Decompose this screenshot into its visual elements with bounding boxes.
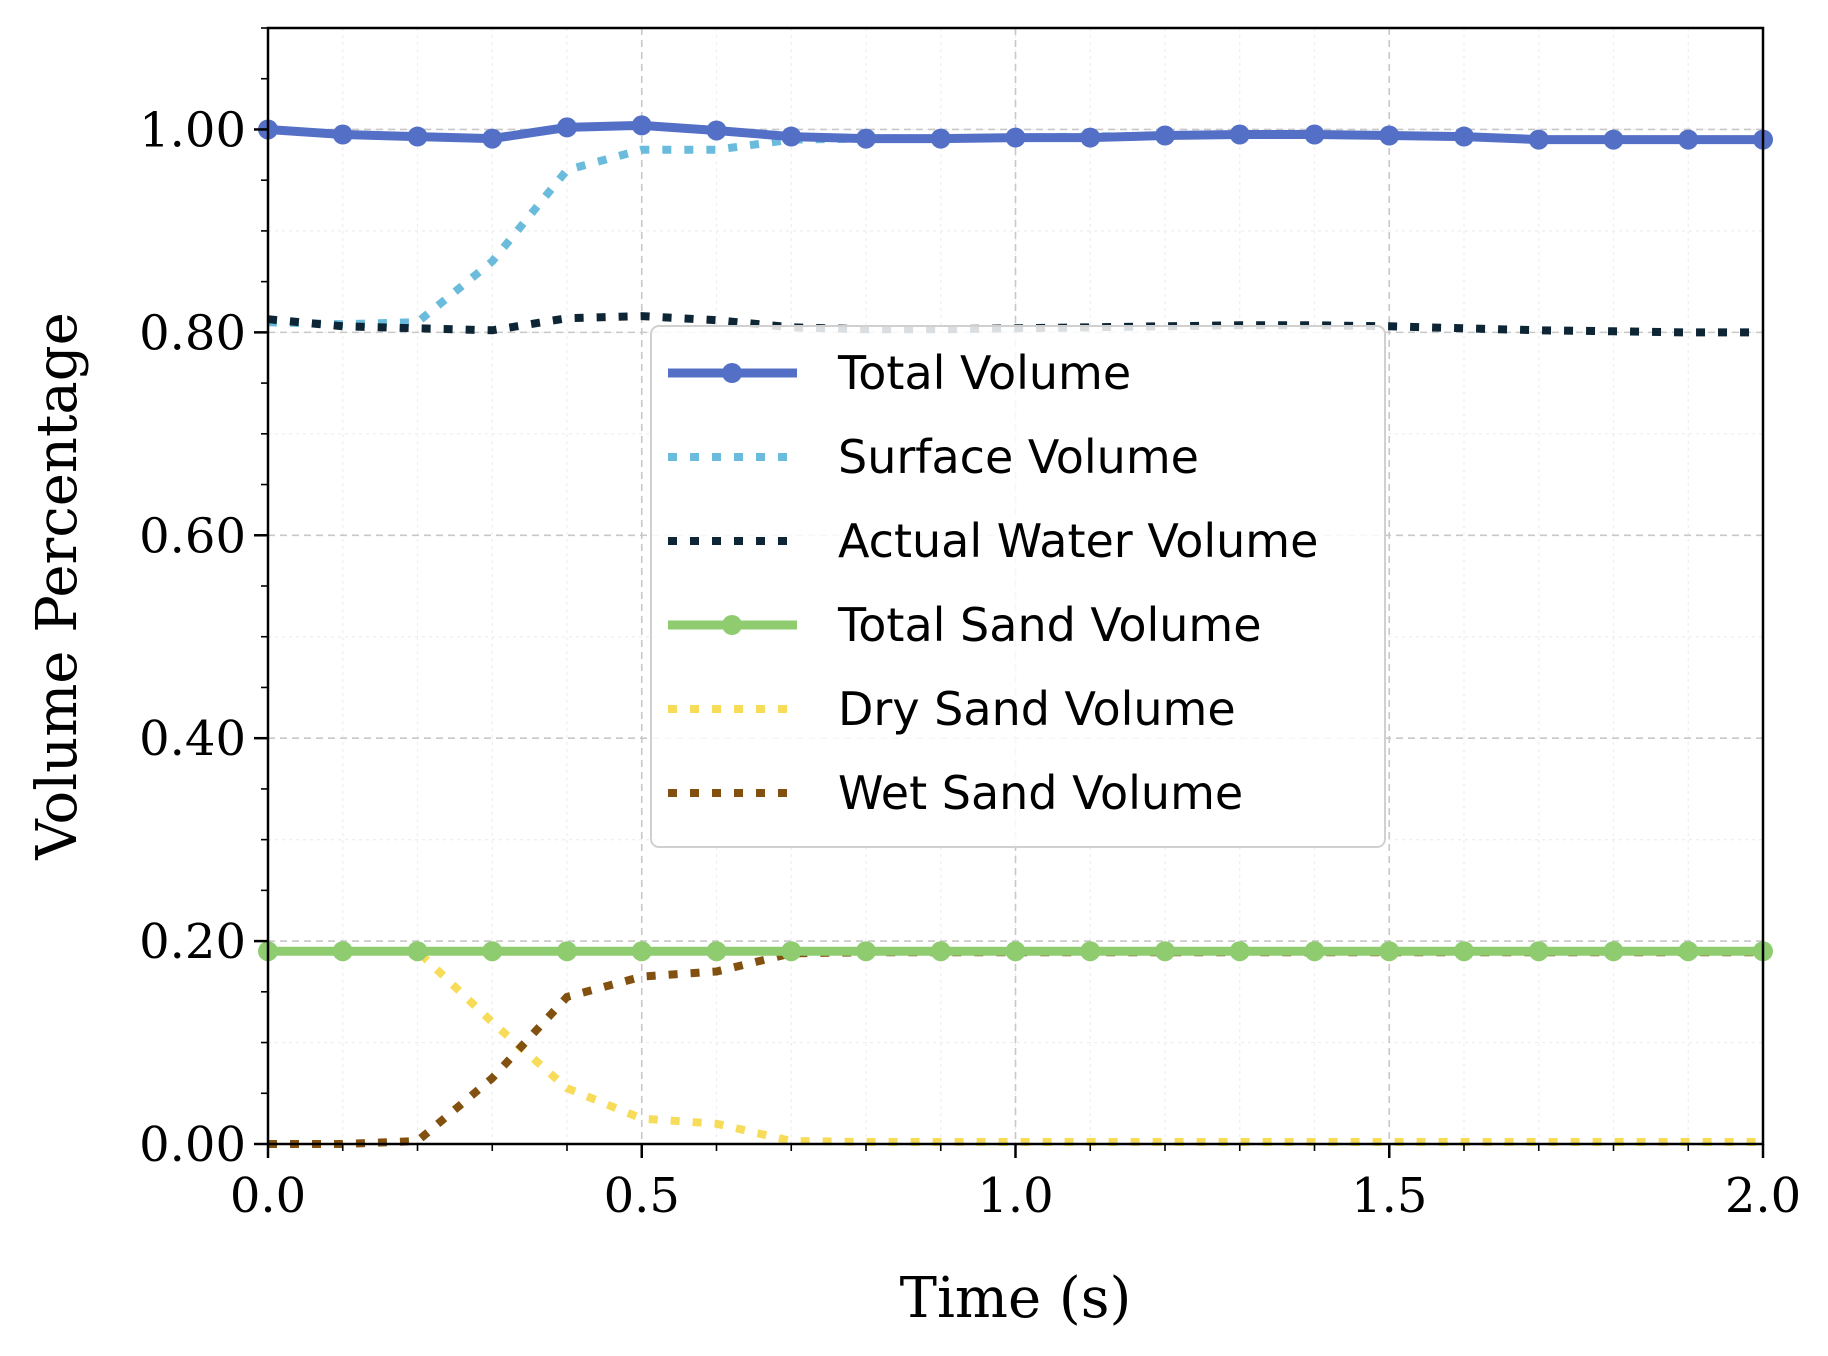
series-total-sand-volume [258, 941, 1773, 962]
data-point-total-volume [1379, 125, 1400, 146]
y-tick-label: 0.80 [139, 305, 246, 361]
data-point-total-sand-volume [706, 941, 727, 962]
legend-label-dry-sand-volume: Dry Sand Volume [838, 682, 1236, 736]
data-point-total-sand-volume [1155, 941, 1175, 962]
data-point-total-volume [482, 128, 503, 149]
legend-box [650, 325, 1386, 848]
data-point-total-volume [1603, 129, 1624, 150]
data-point-total-sand-volume [1528, 941, 1549, 962]
legend: Total Volume Surface Volume Actual Water V… [650, 325, 1386, 848]
data-point-total-volume [1678, 129, 1699, 150]
legend-marker-total-sand-volume [722, 615, 742, 635]
series-layer [258, 115, 1773, 1148]
data-point-total-sand-volume [1229, 941, 1250, 962]
data-point-total-volume [1454, 126, 1474, 147]
series-total-volume [258, 115, 1773, 150]
y-tick-label: 0.20 [139, 914, 246, 970]
y-axis-label: Volume Percentage [25, 312, 90, 861]
data-point-total-sand-volume [1603, 941, 1624, 962]
data-point-total-volume [407, 126, 428, 147]
data-point-total-sand-volume [1304, 941, 1325, 962]
data-point-total-volume [1229, 124, 1250, 145]
legend-item-total-volume: Total Volume [668, 346, 1131, 400]
tick-labels: 0.0 0.5 1.0 1.5 2.0 0.00 0.20 0.40 0.60 0.80 1.00 [139, 102, 1801, 1224]
data-point-total-sand-volume [781, 941, 802, 962]
x-tick-label: 1.5 [1351, 1168, 1427, 1224]
data-point-total-volume [1080, 127, 1101, 148]
legend-label-total-sand-volume: Total Sand Volume [837, 598, 1262, 652]
axis-ticks [254, 27, 1765, 1158]
y-tick-label: 0.60 [139, 508, 246, 564]
x-tick-label: 2.0 [1725, 1168, 1801, 1224]
y-tick-label: 1.00 [139, 102, 246, 158]
data-point-total-sand-volume [1080, 941, 1101, 962]
data-point-total-volume [1155, 125, 1175, 146]
data-point-total-volume [557, 117, 577, 138]
data-point-total-sand-volume [407, 941, 428, 962]
x-tick-label: 1.0 [977, 1168, 1053, 1224]
data-point-total-volume [1005, 127, 1026, 148]
data-point-total-volume [706, 120, 727, 141]
data-point-total-sand-volume [631, 941, 652, 962]
data-point-total-sand-volume [557, 941, 577, 962]
data-point-total-sand-volume [856, 941, 876, 962]
legend-item-dry-sand-volume: Dry Sand Volume [668, 682, 1236, 736]
x-tick-label: 0.0 [230, 1168, 306, 1224]
data-point-total-volume [930, 128, 951, 149]
data-point-total-volume [1304, 124, 1325, 145]
legend-item-surface-volume: Surface Volume [668, 430, 1199, 484]
legend-label-actual-water-volume: Actual Water Volume [838, 514, 1318, 568]
data-point-total-volume [856, 128, 876, 149]
legend-label-surface-volume: Surface Volume [838, 430, 1199, 484]
legend-item-actual-water-volume: Actual Water Volume [668, 514, 1318, 568]
data-point-total-sand-volume [1005, 941, 1026, 962]
data-point-total-volume [631, 115, 652, 136]
legend-item-total-sand-volume: Total Sand Volume [668, 598, 1262, 652]
y-tick-label: 0.00 [139, 1117, 246, 1173]
x-axis-label: Time (s) [900, 1266, 1132, 1331]
data-point-total-sand-volume [1678, 941, 1699, 962]
legend-marker-total-volume [722, 363, 742, 383]
y-tick-label: 0.40 [139, 711, 246, 767]
data-point-total-sand-volume [930, 941, 951, 962]
data-point-total-sand-volume [1379, 941, 1400, 962]
data-point-total-volume [781, 126, 802, 147]
legend-label-wet-sand-volume: Wet Sand Volume [838, 766, 1243, 820]
data-point-total-volume [1528, 129, 1549, 150]
data-point-total-sand-volume [1454, 941, 1474, 962]
data-point-total-volume [332, 124, 353, 145]
data-point-total-sand-volume [482, 941, 503, 962]
legend-item-wet-sand-volume: Wet Sand Volume [668, 766, 1243, 820]
legend-label-total-volume: Total Volume [837, 346, 1131, 400]
data-point-total-sand-volume [332, 941, 353, 962]
x-tick-label: 0.5 [604, 1168, 680, 1224]
